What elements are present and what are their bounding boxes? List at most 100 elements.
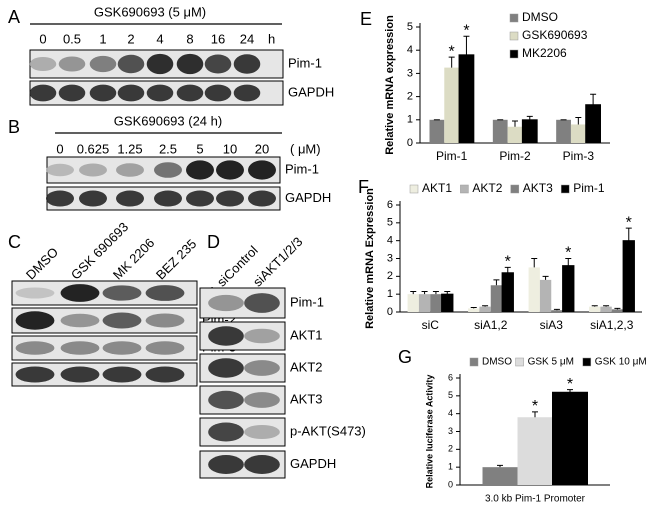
bar [407,294,419,312]
legend-swatch [509,31,519,41]
y-tick-label: 3 [448,426,453,436]
blot-band [89,84,117,102]
error-bar [470,307,477,309]
y-tick-label: 6 [448,372,453,382]
bar [482,467,518,485]
legend-label: GSK 5 μM [528,357,574,368]
bar [622,240,635,313]
y-axis-label: Relative luciferase Activity [424,375,434,489]
lane-label: 2.5 [159,141,177,156]
x-tick-label: siA1,2,3 [590,318,634,332]
y-tick-label: 1 [448,462,453,472]
blot-title: GSK690693 (5 μM) [94,4,206,19]
blot-band [145,366,185,383]
bar [444,67,460,143]
blot-band [154,162,182,178]
legend-swatch [510,184,520,194]
blot-band [204,54,232,74]
error-bar [497,464,503,468]
significance-marker: * [567,376,573,393]
blot-band [208,358,244,378]
legend-label: AKT2 [472,181,502,195]
error-bar [421,290,428,295]
blot-band [79,163,107,177]
legend-swatch [560,184,570,194]
y-tick-label: 0 [448,479,453,489]
blot-band [233,54,261,74]
x-tick-label: Pim-3 [563,149,595,163]
y-tick-label: 1 [387,288,393,300]
error-bar [591,305,598,307]
blot-band [204,84,232,102]
lane-label: 10 [223,141,237,156]
panel-letter: B [8,117,20,137]
error-bar [526,115,533,120]
blot-band [89,55,117,73]
error-bar [531,258,538,268]
y-tick-label: 5 [448,390,453,400]
error-bar [565,258,572,266]
legend-swatch [460,184,469,194]
blot-band [60,366,100,383]
blot-band [102,312,142,329]
legend-label: AKT3 [523,181,553,195]
lane-label: 8 [186,31,193,46]
blot-band [208,455,244,474]
bar [600,306,612,312]
blot-band [60,284,100,302]
x-tick-label: siA3 [540,318,564,332]
y-axis-label: Relative mRNA Expression [364,188,376,329]
error-bar [542,275,549,280]
blot-band [244,455,280,474]
lane-label: 20 [255,141,269,156]
lane-label: 24 [240,31,254,46]
y-tick-label: 2 [387,270,393,282]
row-label: AKT3 [290,391,323,406]
row-label: GAPDH [288,84,334,99]
significance-marker: * [463,22,469,39]
lane-label: 0 [56,141,63,156]
blot-band [244,425,280,439]
error-bar [567,389,573,393]
x-tick-label: 3.0 kb Pim-1 Promoter [485,494,586,505]
error-bar [553,308,560,311]
blot-band [58,84,86,102]
legend-swatch [509,49,519,59]
blot-band [244,392,280,408]
blot-band [117,84,145,102]
bar [589,306,601,312]
error-bar [590,93,597,105]
bar [552,391,588,486]
blot-band [186,160,214,180]
bar [468,308,480,312]
blot-band [117,54,145,74]
bar [585,104,602,144]
bar [418,294,431,312]
bar [492,119,508,143]
blot-band [145,313,185,328]
error-bar [482,305,489,307]
blot-band [60,341,100,355]
blot-band [208,422,244,442]
lane-label: 0.625 [77,141,110,156]
bar [521,119,538,144]
y-tick-label: 4 [407,44,413,56]
error-bar [575,116,582,125]
bar [611,309,624,312]
lane-label: 1.25 [117,141,142,156]
row-label: GAPDH [290,456,336,471]
error-bar [532,411,538,418]
blot-band [116,163,144,177]
y-tick-label: 4 [387,235,393,247]
lane-label: BEZ 235 [153,236,199,282]
bar [441,293,454,313]
legend-label: GSK690693 [522,28,588,42]
significance-marker: * [626,214,632,231]
legend-label: DMSO [522,10,558,24]
bar [479,306,491,312]
blot-band [102,285,142,301]
unit-label: h [268,31,275,46]
x-tick-label: siC [422,318,440,332]
y-tick-label: 5 [407,21,413,33]
